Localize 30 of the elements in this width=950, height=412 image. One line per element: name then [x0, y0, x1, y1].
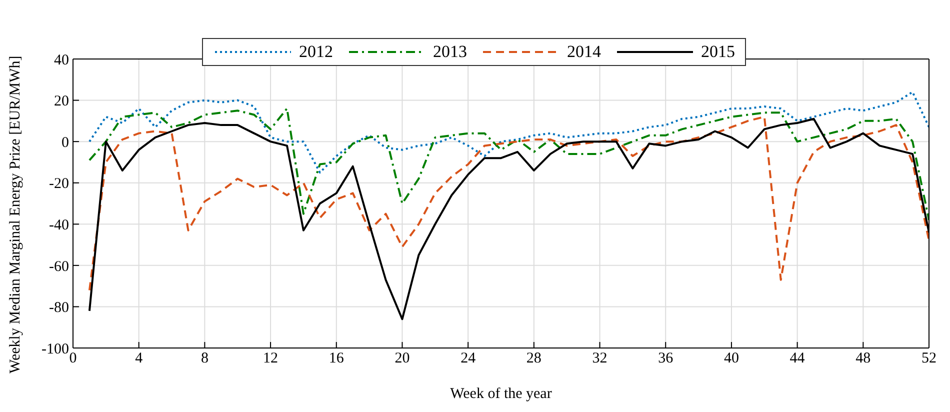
y-tick-label: 40: [54, 52, 69, 68]
x-tick-label: 24: [460, 350, 476, 367]
x-tick-label: 44: [790, 350, 806, 367]
x-tick-label: 8: [200, 350, 208, 367]
x-tick-label: 52: [922, 350, 936, 367]
y-tick-label: -60: [49, 258, 69, 275]
line-series: [88, 116, 929, 292]
line-series: [88, 108, 929, 222]
y-axis-title: Weekly Median Marginal Energy Prize [EUR/MWh]: [7, 56, 24, 374]
legend-label: 2013: [432, 42, 467, 62]
legend-label: 2012: [298, 42, 333, 62]
y-tick-label: 0: [62, 134, 69, 151]
legend-label: 2015: [700, 42, 735, 62]
line-series: [88, 91, 929, 174]
legend-label: 2014: [566, 42, 601, 62]
y-tick-label: 20: [54, 94, 69, 110]
y-tick-label: -40: [49, 217, 69, 234]
x-tick-label: 36: [658, 350, 674, 367]
x-tick-label: 16: [328, 350, 344, 367]
y-tick-label: -80: [49, 300, 69, 316]
x-tick-label: 12: [263, 350, 278, 367]
x-tick-label: 4: [135, 350, 144, 367]
x-tick-label: 48: [856, 350, 871, 367]
x-tick-label: 20: [394, 350, 410, 367]
y-tick-label: -100: [42, 341, 69, 358]
x-axis-title: Week of the year: [450, 386, 552, 402]
x-tick-label: 40: [724, 350, 739, 367]
y-tick-label: -20: [49, 176, 69, 192]
x-tick-label: 32: [592, 350, 608, 367]
x-tick-label: 28: [526, 350, 542, 367]
